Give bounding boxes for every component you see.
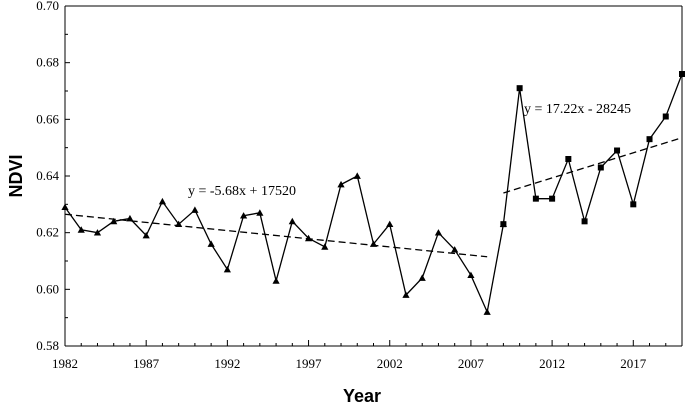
axes-group — [64, 5, 683, 347]
data-point-square — [500, 221, 507, 228]
trend-equation-1: y = -5.68x + 17520 — [188, 184, 296, 199]
series-line-2 — [502, 73, 683, 225]
x-tick-label: 2012 — [539, 356, 565, 371]
data-point-triangle — [256, 209, 264, 216]
trend-lines-group — [64, 137, 683, 258]
data-point-triangle — [77, 226, 85, 233]
series-group — [64, 73, 683, 315]
series-line-1 — [64, 175, 505, 315]
data-point-square — [662, 113, 669, 120]
data-point-triangle — [304, 234, 313, 242]
data-point-triangle — [191, 206, 199, 213]
trend-equation-2: y = 17.22x - 28245 — [524, 102, 631, 117]
data-point-square — [565, 156, 572, 162]
data-point-triangle — [353, 172, 361, 179]
x-tick-label: 1992 — [214, 356, 240, 371]
y-tick-label: 0.70 — [36, 0, 59, 13]
data-point-triangle — [434, 229, 443, 236]
data-point-square — [679, 71, 685, 77]
data-point-triangle — [272, 277, 280, 284]
markers-group — [61, 71, 685, 315]
data-point-square — [516, 85, 523, 92]
data-point-triangle — [158, 197, 167, 205]
y-tick-label: 0.58 — [36, 338, 59, 353]
x-tick-label: 1997 — [296, 356, 323, 371]
data-point-triangle — [61, 203, 69, 211]
data-point-triangle — [223, 265, 231, 273]
y-tick-label: 0.64 — [36, 168, 59, 183]
data-point-triangle — [142, 231, 150, 239]
data-point-triangle — [240, 212, 248, 219]
x-tick-label: 1987 — [133, 356, 160, 371]
data-point-triangle — [451, 246, 459, 253]
data-point-square — [532, 195, 539, 202]
data-point-square — [630, 201, 637, 208]
x-tick-label: 2017 — [620, 356, 647, 371]
trend-line-1 — [64, 213, 488, 258]
data-point-square — [597, 164, 604, 171]
y-tick-label: 0.60 — [36, 281, 59, 296]
ticks-group: 0.58 0.60 0.62 0.64 0.66 0.68 0.70 1982 1987 1992… — [36, 0, 683, 371]
data-point-square — [646, 136, 653, 143]
y-tick-label: 0.68 — [36, 55, 59, 70]
data-point-triangle — [386, 220, 394, 228]
x-tick-label: 1982 — [52, 356, 78, 371]
data-point-triangle — [418, 274, 426, 281]
trend-line-2 — [503, 137, 683, 194]
data-point-triangle — [126, 214, 134, 222]
x-tick-label: 2002 — [377, 356, 403, 371]
data-point-square — [581, 218, 588, 225]
y-tick-label: 0.66 — [36, 111, 59, 126]
y-axis-title: NDVI — [6, 154, 26, 197]
data-point-triangle — [288, 217, 296, 225]
data-point-triangle — [369, 240, 378, 247]
data-point-triangle — [175, 220, 183, 228]
data-point-triangle — [467, 271, 475, 279]
x-tick-label: 2007 — [458, 356, 485, 371]
x-axis-title: Year — [343, 386, 381, 406]
data-point-triangle — [110, 217, 118, 225]
data-point-triangle — [483, 308, 491, 315]
y-tick-label: 0.62 — [36, 225, 59, 240]
data-point-square — [614, 147, 621, 154]
data-point-triangle — [402, 291, 410, 298]
data-point-triangle — [207, 240, 215, 247]
data-point-triangle — [93, 229, 102, 236]
labels-group: Year NDVI y = -5.68x + 17520 y = 17.22x … — [6, 102, 631, 406]
data-point-square — [549, 195, 556, 202]
data-point-triangle — [321, 243, 329, 250]
data-point-triangle — [337, 180, 345, 188]
